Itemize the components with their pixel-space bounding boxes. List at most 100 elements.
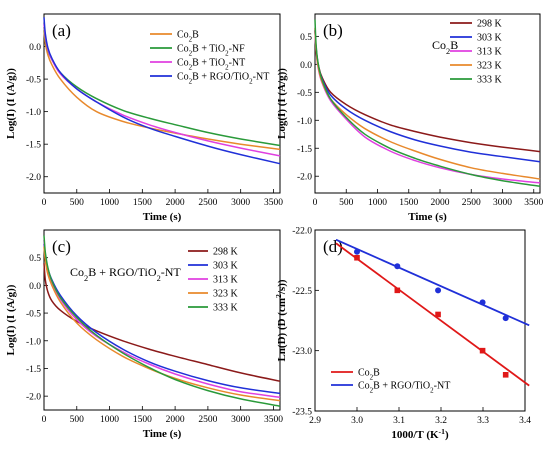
- legend-label: Co2B + RGO/TiO2-NT: [177, 72, 269, 86]
- legend-label-rest: B + RGO/TiO: [373, 381, 430, 392]
- series-line: [314, 27, 541, 180]
- data-point: [502, 372, 509, 378]
- plot-frame: [43, 229, 281, 411]
- y-axis-label-main: Ln(D) (D (cm: [276, 298, 288, 362]
- data-point: [354, 254, 360, 261]
- legend-label: Co2B + TiO2-NT: [177, 58, 245, 72]
- legend-label-rest: B + RGO/TiO: [192, 72, 249, 83]
- x-tick-label: 2500: [462, 198, 481, 208]
- legend-label-rest-2: -NF: [229, 44, 246, 55]
- x-tick-label: 3500: [524, 198, 543, 208]
- series-line: [43, 235, 281, 407]
- y-tick-label: -1.5: [297, 145, 312, 155]
- x-tick-label: 1500: [133, 415, 152, 425]
- annotation-subscript-2: 2: [157, 274, 161, 283]
- y-tick-label: -0.5: [26, 310, 41, 320]
- data-point: [502, 315, 509, 322]
- plot-frame: [314, 13, 541, 194]
- y-tick-label: 0.5: [29, 254, 41, 264]
- legend-label: 313 K: [477, 47, 503, 58]
- panel-c: 0 500 1000 1500 2000 2500 3000 3500 -2.0 -1.5 -1.0…: [5, 229, 283, 440]
- annotation: Co2B + RGO/TiO2-NT: [70, 265, 181, 283]
- legend-label-subscript-2: 2: [430, 387, 434, 395]
- legend-label-subscript: 2: [189, 78, 193, 86]
- x-axis-label: Time (s): [408, 211, 447, 223]
- x-axis-label-end: ): [445, 429, 449, 441]
- panel-b: 0 500 1000 1500 2000 2500 3000 3500 -2.0 -1.5 -1.0…: [276, 13, 544, 223]
- x-tick-label: 3500: [264, 198, 283, 208]
- x-tick-label: 1000: [368, 198, 387, 208]
- legend-label-rest: B + TiO: [192, 58, 225, 69]
- legend-label: Co2B + RGO/TiO2-NT: [358, 381, 450, 395]
- data-point: [354, 248, 360, 255]
- panel-label: (c): [52, 237, 71, 256]
- legend-label-subscript: 2: [370, 387, 374, 395]
- x-tick-label: 500: [339, 198, 354, 208]
- legend-label-main: Co: [358, 381, 370, 392]
- panel-a: 0 500 1000 1500 2000 2500 3000 3500 -2.0 -1.5 -1.0…: [5, 13, 283, 223]
- data-point: [479, 299, 486, 306]
- legend-label: 333 K: [477, 75, 503, 86]
- plot-frame: [314, 229, 526, 412]
- y-axis-label: Log(I) (I (A/g)): [5, 284, 17, 355]
- x-axis-label-superscript: -1: [439, 427, 446, 436]
- x-axis-label: 1000/T (K-1): [391, 427, 449, 442]
- x-tick-label: 3500: [264, 415, 283, 425]
- x-tick-label: 2.9: [309, 416, 321, 426]
- x-tick-label: 0: [313, 198, 318, 208]
- legend-label: Co2B + TiO2-NF: [177, 44, 245, 58]
- legend-label-subscript-2: 2: [225, 50, 229, 58]
- x-tick-label: 3.1: [393, 416, 405, 426]
- legend-label-main: Co: [358, 368, 370, 379]
- series-line: [314, 19, 541, 188]
- x-tick-label: 500: [70, 415, 85, 425]
- legend-label-main: Co: [177, 44, 189, 55]
- y-tick-label: -1.0: [26, 337, 41, 347]
- x-tick-label: 3.4: [519, 416, 531, 426]
- y-tick-label: 0.0: [29, 282, 41, 292]
- legend-label: 303 K: [477, 33, 503, 44]
- x-tick-label: 500: [70, 198, 85, 208]
- x-tick-label: 2000: [166, 415, 185, 425]
- data-point: [435, 287, 442, 294]
- x-tick-label: 1000: [100, 198, 119, 208]
- y-axis-label: Log(I) (I (A/g)): [276, 68, 288, 139]
- legend-label-rest: B: [373, 368, 380, 379]
- y-tick-label: -1.0: [26, 108, 41, 118]
- x-tick-label: 3.2: [435, 416, 447, 426]
- legend-label-rest-2: -NT: [253, 72, 270, 83]
- y-tick-label: -0.5: [297, 89, 312, 99]
- panel-d: 2.9 3.0 3.1 3.2 3.3 3.4 -23.5 -23.0 -22.5 -22.0 10…: [274, 227, 532, 442]
- data-point: [479, 347, 486, 354]
- legend-label: Co2B: [358, 368, 380, 382]
- y-tick-label: 0.5: [300, 33, 312, 43]
- annotation-subscript: 2: [446, 47, 450, 56]
- x-tick-label: 1500: [399, 198, 418, 208]
- legend-label: 323 K: [477, 61, 503, 72]
- series-line: [43, 30, 281, 151]
- x-axis-label: Time (s): [143, 211, 182, 223]
- annotation-rest-2: -NT: [161, 265, 182, 279]
- series-line: [43, 263, 281, 382]
- legend-label-rest-2: -NT: [229, 58, 246, 69]
- legend-label-subscript: 2: [370, 374, 374, 382]
- legend-label-subscript-2: 2: [249, 78, 253, 86]
- fit-line: [335, 242, 530, 387]
- annotation-main: Co: [70, 265, 84, 279]
- legend-label-subscript: 2: [189, 50, 193, 58]
- legend-label: Co2B: [177, 30, 199, 44]
- x-tick-label: 2000: [166, 198, 185, 208]
- legend-label: 303 K: [213, 261, 239, 272]
- plot-frame: [43, 13, 281, 194]
- legend-label: 313 K: [213, 275, 239, 286]
- y-axis-label: Log(I) (I (A/g)): [5, 68, 17, 139]
- x-tick-label: 2000: [431, 198, 450, 208]
- y-tick-label: -1.5: [26, 141, 41, 151]
- legend-label-subscript-2: 2: [225, 64, 229, 72]
- x-tick-label: 3.0: [351, 416, 363, 426]
- y-tick-label: -2.0: [26, 393, 41, 403]
- series-line: [43, 17, 281, 165]
